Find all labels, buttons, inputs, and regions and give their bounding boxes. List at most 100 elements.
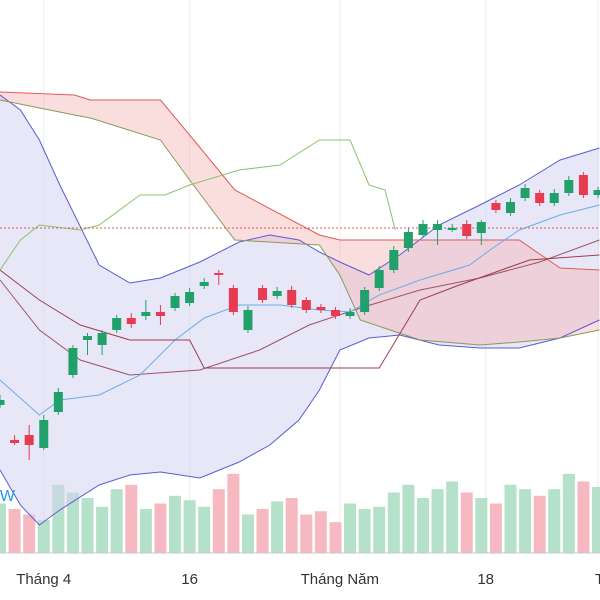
candle-body	[360, 290, 370, 312]
candle-body	[243, 310, 253, 330]
candle-body	[476, 222, 486, 233]
volume-bar	[66, 492, 79, 553]
candle-body	[330, 310, 340, 316]
volume-bar	[489, 503, 502, 553]
candle-body	[345, 312, 355, 316]
x-tick-label: Tháng 4	[16, 571, 71, 588]
candle-body	[520, 188, 530, 198]
candle-body	[228, 288, 238, 312]
volume-bar	[285, 498, 298, 553]
volume-bar	[52, 484, 65, 553]
volume-bar	[431, 489, 444, 553]
volume-bar	[358, 509, 371, 553]
candle-body	[97, 333, 107, 345]
volume-bar	[504, 484, 517, 553]
volume-bar	[460, 492, 473, 553]
volume-bar	[548, 489, 561, 553]
volume-bar	[81, 498, 94, 553]
volume-bar	[373, 506, 386, 553]
candle-body	[447, 228, 457, 230]
candle-body	[578, 175, 588, 195]
candle-body	[185, 292, 195, 303]
volume-bar	[314, 511, 327, 553]
x-tick-label: Tháng Năm	[301, 571, 379, 588]
candle-body	[83, 336, 93, 340]
volume-bar	[212, 489, 225, 553]
volume-bar	[110, 489, 123, 553]
volume-bar	[96, 506, 109, 553]
volume-bar	[329, 522, 342, 553]
volume-bar	[519, 489, 532, 553]
volume-bar	[300, 514, 313, 553]
band-fill	[0, 95, 600, 525]
volume-bar	[0, 503, 6, 553]
volume-bar	[198, 506, 211, 553]
volume-bar	[37, 520, 50, 553]
volume-bar	[8, 509, 21, 553]
x-tick-label: 16	[181, 571, 198, 588]
candle-body	[535, 193, 545, 203]
volume-bar	[416, 498, 429, 553]
volume-bar	[402, 484, 415, 553]
candle-body	[112, 318, 122, 330]
volume-bar	[256, 509, 269, 553]
volume-bar	[592, 487, 600, 553]
cloud-fill	[0, 92, 600, 345]
volume-bar	[241, 514, 254, 553]
volume-bar	[387, 492, 400, 553]
volume-bar	[562, 473, 575, 553]
x-tick-label: T	[595, 571, 600, 588]
indicator-line	[0, 204, 600, 416]
watermark: W	[0, 488, 16, 505]
candle-body	[462, 224, 472, 236]
candle-body	[433, 224, 443, 230]
candle-body	[316, 307, 326, 310]
indicator-line	[0, 139, 396, 271]
candle-body	[491, 203, 501, 210]
candle-body	[258, 288, 268, 300]
volume-bar	[23, 514, 36, 553]
candle-body	[24, 435, 34, 445]
volume-bar	[271, 501, 284, 553]
volume-bar	[125, 484, 138, 553]
candle-body	[564, 180, 574, 193]
candle-body	[505, 202, 515, 213]
candle-body	[141, 312, 151, 316]
candle-body	[0, 400, 5, 405]
candle-body	[389, 250, 399, 270]
indicator-line	[0, 254, 600, 369]
candle-body	[549, 193, 559, 203]
volume-bar	[169, 495, 182, 553]
volume-bar	[344, 503, 357, 553]
volume-bar	[154, 503, 167, 553]
candle-body	[155, 312, 165, 316]
cloud-line	[0, 99, 600, 346]
volume-bar	[533, 495, 546, 553]
volume-bar	[139, 509, 152, 553]
candle-body	[272, 291, 282, 296]
candle-body	[301, 300, 311, 310]
bands-line	[0, 319, 600, 526]
candle-body	[418, 224, 428, 235]
bands-line	[0, 94, 600, 284]
candle-body	[53, 392, 63, 412]
volume-bar	[475, 498, 488, 553]
candle-body	[374, 270, 384, 288]
cloud-line	[0, 91, 600, 271]
candle-body	[403, 232, 413, 248]
candle-body	[170, 296, 180, 308]
candle-body	[126, 318, 136, 324]
candle-body	[214, 273, 224, 275]
candle-body	[593, 190, 600, 195]
x-tick-label: 18	[477, 571, 494, 588]
volume-bar	[227, 473, 240, 553]
candle-body	[68, 348, 78, 375]
candle-body	[287, 290, 297, 305]
candle-body	[39, 420, 49, 448]
volume-bar	[446, 481, 459, 553]
volume-bar	[183, 500, 196, 553]
candle-body	[10, 440, 20, 443]
candle-body	[199, 282, 209, 286]
volume-bar	[577, 481, 590, 553]
